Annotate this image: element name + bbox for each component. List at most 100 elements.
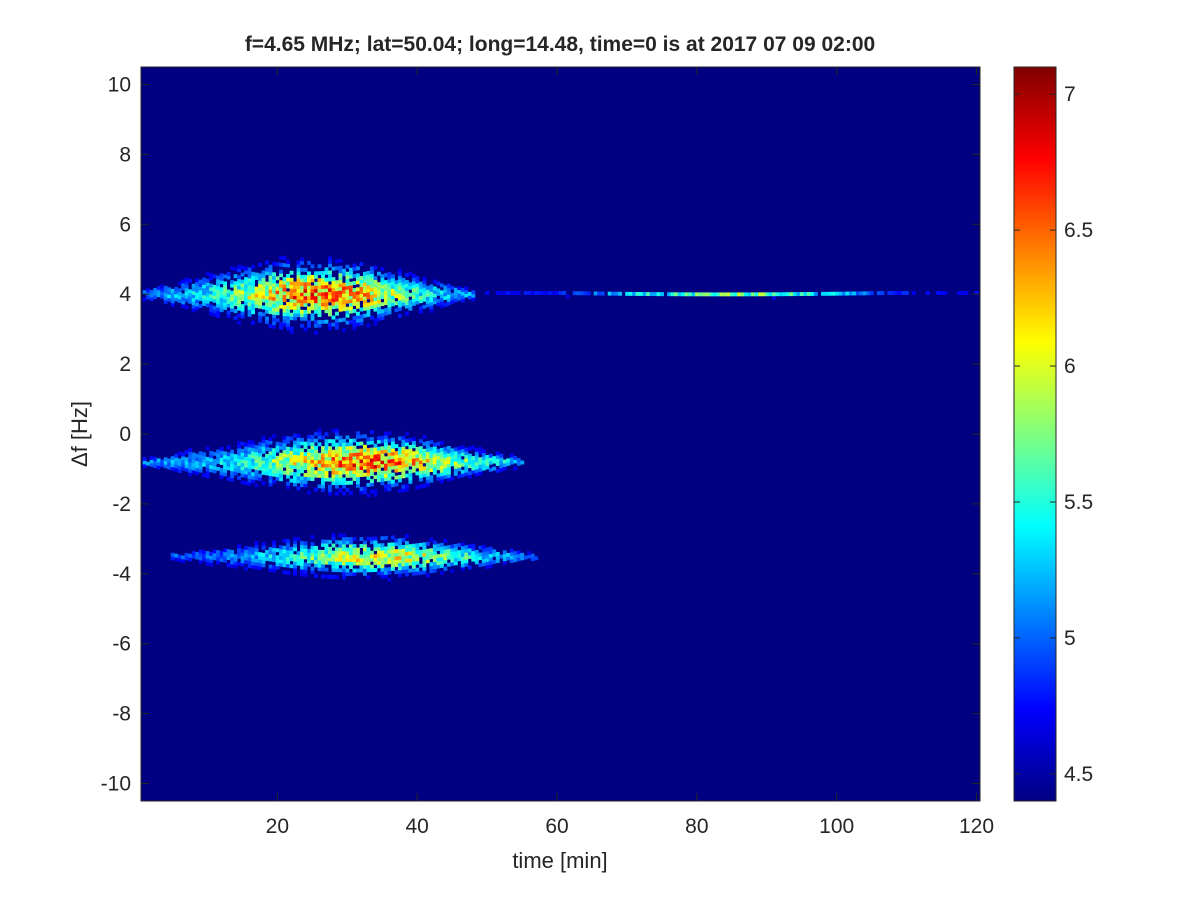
heatmap-cell xyxy=(226,462,231,467)
heatmap-cell xyxy=(404,287,409,291)
heatmap-cell xyxy=(460,452,465,457)
heatmap-cell xyxy=(272,565,276,570)
heatmap-cell xyxy=(390,295,395,300)
colorbar-tick-label: 5.5 xyxy=(1064,491,1093,514)
heatmap-cell xyxy=(335,301,339,306)
heatmap-cell xyxy=(366,454,371,459)
heatmap-cell xyxy=(205,474,210,479)
heatmap-cell xyxy=(411,287,416,292)
heatmap-cell xyxy=(387,286,392,290)
heatmap-cell xyxy=(286,308,290,313)
heatmap-cell xyxy=(432,293,437,298)
heatmap-cell xyxy=(303,572,308,577)
heatmap-cell xyxy=(345,473,350,478)
heatmap-cell xyxy=(233,284,238,289)
heatmap-cell xyxy=(362,547,367,552)
heatmap-cell xyxy=(380,460,385,465)
heatmap-cell xyxy=(432,470,437,475)
heatmap-cell xyxy=(237,469,242,473)
heatmap-cell xyxy=(342,470,346,475)
heatmap-cell xyxy=(216,449,221,454)
heatmap-cell xyxy=(293,561,297,566)
heatmap-cell xyxy=(408,476,413,481)
heatmap-cell xyxy=(261,281,266,285)
heatmap-cell xyxy=(282,463,287,468)
heatmap-cell xyxy=(450,448,455,453)
heatmap-cell xyxy=(362,448,367,453)
heatmap-cell xyxy=(293,536,297,541)
heatmap-cell xyxy=(230,294,235,299)
heatmap-cell xyxy=(209,273,214,277)
heatmap-cell xyxy=(247,453,252,458)
heatmap-cell xyxy=(324,546,329,551)
heatmap-cell xyxy=(212,312,217,317)
heatmap-cell xyxy=(237,465,242,470)
heatmap-cell xyxy=(254,293,259,298)
heatmap-cell xyxy=(436,455,441,460)
heatmap-cell xyxy=(457,543,462,548)
heatmap-cell xyxy=(394,308,399,313)
heatmap-cell xyxy=(300,462,304,467)
heatmap-cell xyxy=(265,292,269,297)
heatmap-cell xyxy=(460,549,465,554)
heatmap-cell xyxy=(219,297,224,302)
heatmap-cell xyxy=(446,294,451,299)
heatmap-cell xyxy=(418,453,423,458)
heatmap-cell xyxy=(607,291,612,296)
heatmap-cell xyxy=(352,547,357,552)
heatmap-cell xyxy=(219,276,224,281)
heatmap-cell xyxy=(247,439,252,444)
heatmap-cell xyxy=(362,486,367,491)
heatmap-cell xyxy=(411,554,416,559)
heatmap-cell xyxy=(866,291,871,296)
heatmap-cell xyxy=(404,273,409,277)
heatmap-cell xyxy=(209,555,214,560)
heatmap-cell xyxy=(205,282,210,287)
heatmap-cell xyxy=(373,293,378,298)
heatmap-cell xyxy=(212,274,217,279)
heatmap-cell xyxy=(303,541,308,546)
heatmap-cell xyxy=(401,548,406,553)
heatmap-cell xyxy=(404,280,409,284)
heatmap-cell xyxy=(244,298,249,302)
heatmap-cell xyxy=(383,487,388,492)
heatmap-cell xyxy=(289,270,294,275)
heatmap-cell xyxy=(471,550,476,555)
heatmap-cell xyxy=(376,289,381,294)
heatmap-cell xyxy=(481,548,486,553)
heatmap-cell xyxy=(223,305,228,310)
heatmap-cell xyxy=(324,295,329,300)
heatmap-cell xyxy=(359,290,364,294)
heatmap-cell xyxy=(317,442,322,447)
heatmap-cell xyxy=(317,456,322,461)
heatmap-cell xyxy=(345,554,350,559)
heatmap-cell xyxy=(771,295,776,300)
heatmap-cell xyxy=(716,292,720,297)
heatmap-cell xyxy=(338,557,343,562)
heatmap-cell xyxy=(331,463,336,468)
heatmap-cell xyxy=(457,446,462,451)
heatmap-cell xyxy=(439,297,444,302)
heatmap-cell xyxy=(177,451,182,456)
heatmap-cell xyxy=(247,557,252,562)
heatmap-cell xyxy=(279,301,283,306)
heatmap-cell xyxy=(390,542,395,547)
heatmap-cell xyxy=(296,486,301,491)
heatmap-cell xyxy=(355,297,360,302)
heatmap-cell xyxy=(296,271,301,276)
heatmap-cell xyxy=(380,481,385,486)
heatmap-cell xyxy=(307,295,311,300)
heatmap-cell xyxy=(282,538,287,543)
heatmap-cell xyxy=(422,545,427,550)
heatmap-cell xyxy=(338,297,343,302)
heatmap-cell xyxy=(314,309,318,314)
heatmap-cell xyxy=(380,463,385,468)
heatmap-cell xyxy=(359,473,364,477)
heatmap-cell xyxy=(261,442,266,447)
heatmap-cell xyxy=(352,463,357,467)
heatmap-cell xyxy=(251,475,256,480)
heatmap-cell xyxy=(485,455,490,459)
heatmap-cell xyxy=(226,476,231,481)
heatmap-cell xyxy=(335,297,339,302)
